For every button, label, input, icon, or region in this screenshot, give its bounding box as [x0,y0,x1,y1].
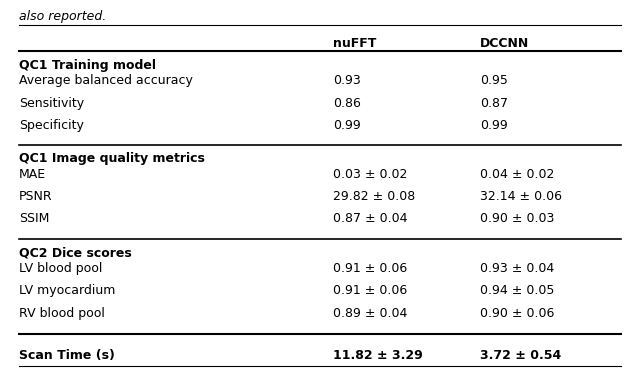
Text: 0.89 ± 0.04: 0.89 ± 0.04 [333,307,407,320]
Text: SSIM: SSIM [19,212,49,226]
Text: PSNR: PSNR [19,190,53,203]
Text: LV blood pool: LV blood pool [19,262,102,275]
Text: 0.91 ± 0.06: 0.91 ± 0.06 [333,284,407,298]
Text: Scan Time (s): Scan Time (s) [19,349,115,362]
Text: 0.87: 0.87 [480,97,508,110]
Text: 0.91 ± 0.06: 0.91 ± 0.06 [333,262,407,275]
Text: 0.90 ± 0.03: 0.90 ± 0.03 [480,212,554,226]
Text: 0.93 ± 0.04: 0.93 ± 0.04 [480,262,554,275]
Text: 11.82 ± 3.29: 11.82 ± 3.29 [333,349,422,362]
Text: RV blood pool: RV blood pool [19,307,105,320]
Text: 0.99: 0.99 [480,119,508,132]
Text: QC1 Training model: QC1 Training model [19,59,156,72]
Text: 32.14 ± 0.06: 32.14 ± 0.06 [480,190,562,203]
Text: Average balanced accuracy: Average balanced accuracy [19,74,193,87]
Text: QC1 Image quality metrics: QC1 Image quality metrics [19,152,205,165]
Text: 0.86: 0.86 [333,97,361,110]
Text: QC2 Dice scores: QC2 Dice scores [19,247,132,260]
Text: 0.94 ± 0.05: 0.94 ± 0.05 [480,284,554,298]
Text: LV myocardium: LV myocardium [19,284,116,298]
Text: DCCNN: DCCNN [480,37,529,50]
Text: Specificity: Specificity [19,119,84,132]
Text: Sensitivity: Sensitivity [19,97,84,110]
Text: 0.95: 0.95 [480,74,508,87]
Text: MAE: MAE [19,168,46,181]
Text: 29.82 ± 0.08: 29.82 ± 0.08 [333,190,415,203]
Text: 0.87 ± 0.04: 0.87 ± 0.04 [333,212,407,226]
Text: 0.90 ± 0.06: 0.90 ± 0.06 [480,307,554,320]
Text: 0.03 ± 0.02: 0.03 ± 0.02 [333,168,407,181]
Text: 3.72 ± 0.54: 3.72 ± 0.54 [480,349,561,362]
Text: also reported.: also reported. [19,10,106,23]
Text: 0.93: 0.93 [333,74,360,87]
Text: nuFFT: nuFFT [333,37,376,50]
Text: 0.04 ± 0.02: 0.04 ± 0.02 [480,168,554,181]
Text: 0.99: 0.99 [333,119,360,132]
